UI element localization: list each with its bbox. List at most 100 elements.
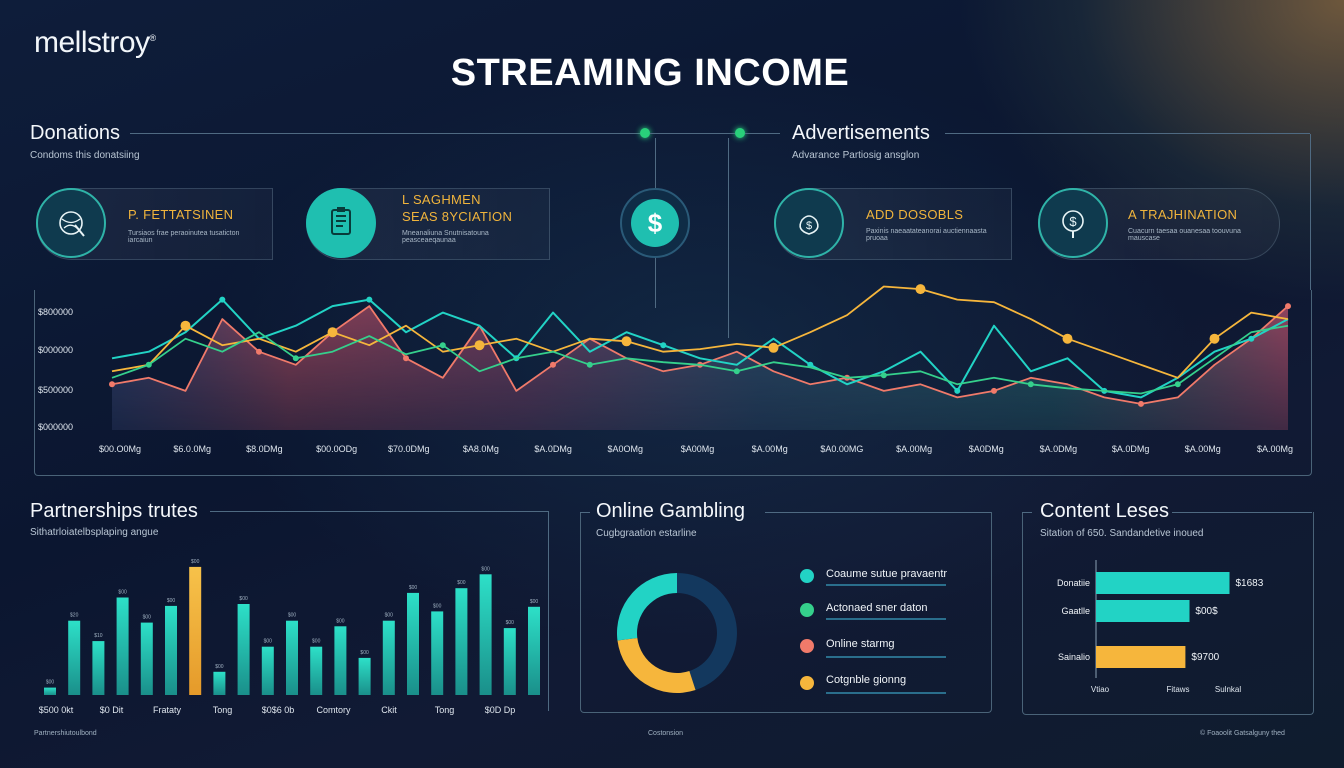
data-point — [915, 284, 926, 295]
partnerships-divider — [210, 511, 548, 512]
donations-subtitle: Condoms this donatsiing — [30, 150, 140, 161]
legend-item: Coaume sutue pravaentr — [800, 566, 950, 600]
x-tick-label: Tong — [213, 705, 233, 715]
x-tick-label: $0 Dit — [100, 705, 124, 715]
donations-title: Donations — [30, 122, 121, 144]
x-tick-label: $0D Dp — [485, 705, 516, 715]
ad-card-1-desc: Paxinis naeaatateanorai auctiennaasta pr… — [866, 228, 987, 242]
legend-dot-icon — [800, 603, 814, 617]
data-point — [550, 361, 556, 368]
x-tick-label: $00.0ODg — [316, 444, 357, 454]
x-tick-label: $A8.0Mg — [463, 444, 499, 454]
partnerships-subtitle: Sithatrloiatelbsplaping angue — [30, 527, 159, 538]
data-point — [439, 342, 446, 349]
legend-dot-icon — [800, 639, 814, 653]
x-tick-label: Fitaws — [1166, 685, 1189, 694]
partnership-bar — [189, 566, 202, 695]
legend-item: Cotgnble gionng — [800, 668, 950, 702]
content-footer: © Foaoolit Gatsalguny thed — [1200, 730, 1285, 737]
bar-value-label: $00 — [215, 664, 224, 670]
content-bar — [1096, 600, 1190, 622]
bar-value-label: $00 — [239, 596, 248, 602]
x-tick-label: Sulnkal — [1215, 685, 1241, 694]
y-tick-label: $500000 — [38, 385, 73, 395]
bar-value-label: $00 — [288, 613, 297, 619]
partnership-bar — [479, 574, 492, 695]
partnership-bar — [44, 687, 56, 695]
legend-label: Coaume sutue pravaentr — [826, 568, 948, 580]
legend-item: Online starmg — [800, 634, 950, 668]
income-line-chart: $800000 $000000 $500000 $000000 $00.O0Mg $6.… — [38, 284, 1293, 454]
x-tick-label: Frataty — [153, 705, 182, 715]
x-tick-label: $A.00Mg — [896, 444, 932, 454]
bar-value-label: $00 — [530, 599, 539, 605]
bar-value-label: $00 — [191, 559, 200, 565]
svg-text:$: $ — [806, 220, 812, 232]
x-tick-label: $0$6 0b — [262, 705, 295, 715]
ad-card-2-label: A TRAJHINATION — [1128, 207, 1238, 222]
donut-slice — [617, 638, 696, 693]
partnership-bar — [213, 671, 226, 695]
partnerships-title: Partnerships trutes — [30, 500, 198, 522]
bar-value-label: $00 — [360, 650, 369, 656]
data-point — [1285, 303, 1291, 310]
legend-underline — [826, 692, 946, 694]
bar-value-label: $00 — [457, 580, 466, 586]
legend-item: Actonaed sner daton — [800, 600, 950, 634]
gambling-subtitle: Cugbgraation estarline — [596, 528, 697, 539]
ads-divider — [945, 133, 1310, 134]
series-line — [111, 298, 1289, 399]
x-tick-label: $A.00Mg — [1257, 444, 1293, 454]
ads-title: Advertisements — [792, 122, 930, 144]
data-point — [621, 336, 632, 347]
connector-vertical-2 — [728, 138, 729, 338]
data-point — [327, 327, 338, 338]
bar-value-label: $00 — [409, 585, 418, 591]
donation-card-2-label: L SAGHMEN SEAS 8YCIATION — [402, 192, 513, 224]
content-title: Content Leses — [1040, 500, 1169, 522]
partnership-bar — [140, 622, 153, 695]
donut-slice — [616, 573, 677, 641]
ads-divider-left — [745, 133, 780, 134]
partnership-bar — [334, 626, 347, 695]
donation-card-2-desc: Mneanaliuna Snutnisatouna peasceaeqaunaa — [402, 230, 489, 244]
x-tick-label: $A.0DMg — [534, 444, 572, 454]
brand-logo: mellstroy® — [34, 26, 156, 59]
bar-value-label: $00 — [481, 566, 490, 572]
page-title: STREAMING INCOME — [450, 52, 850, 94]
donut-slice — [677, 573, 737, 691]
gambling-legend: Coaume sutue pravaentr Actonaed sner dat… — [800, 566, 950, 702]
y-tick-label: $800000 — [38, 307, 73, 317]
bar-value-label: $00 — [118, 590, 127, 596]
content-bar — [1096, 646, 1186, 668]
x-tick-label: Tong — [435, 705, 455, 715]
bar-value-label: $00 — [385, 613, 394, 619]
partnership-bar — [237, 604, 250, 695]
connector-node-1 — [640, 128, 650, 138]
revenue-area — [112, 306, 1288, 430]
legend-underline — [826, 618, 946, 620]
partnership-bar — [165, 605, 177, 695]
legend-label: Cotgnble gionng — [826, 674, 907, 686]
legend-dot-icon — [800, 676, 814, 690]
ads-frame-right — [1310, 134, 1311, 290]
connector-line — [650, 133, 735, 134]
gambling-donut-chart — [616, 573, 737, 693]
donation-card-1-desc: Tursiaos frae peraoinutea tusaticton iar… — [128, 230, 240, 244]
partnerships-bar-chart: $00 $20 $10 $00 $00 $00 $00 $00 $00 $00 $00 $00 $00 $… — [39, 559, 540, 715]
data-point — [366, 296, 373, 303]
donation-card-1-label: P. FETTATSINEN — [128, 207, 234, 222]
bar-value-label: $1683 — [1236, 578, 1264, 589]
data-point — [733, 368, 740, 375]
content-divider-right — [1172, 512, 1312, 513]
bar-value-label: $00 — [264, 639, 273, 645]
bar-value-label: $9700 — [1191, 652, 1219, 663]
legend-label: Online starmg — [826, 638, 895, 650]
x-tick-label: $A0OMg — [608, 444, 644, 454]
data-point — [954, 387, 961, 394]
x-tick-label: $6.0.0Mg — [173, 444, 211, 454]
x-tick-label: Comtory — [316, 705, 351, 715]
content-divider-left — [1022, 512, 1032, 513]
bar-value-label: $00$ — [1195, 606, 1218, 617]
y-tick-label: $000000 — [38, 422, 73, 432]
